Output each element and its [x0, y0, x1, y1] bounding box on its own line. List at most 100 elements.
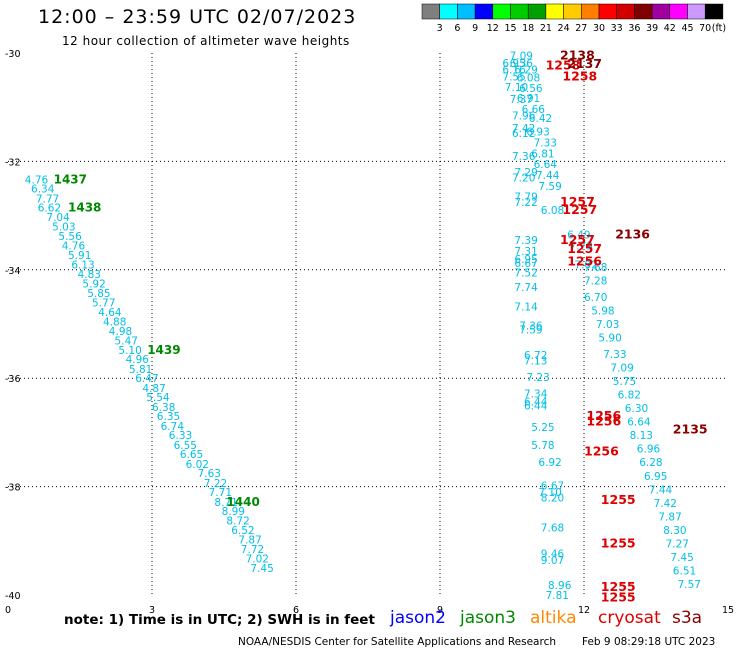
pass-time-label-cryosat: 1255 [601, 536, 636, 551]
pass-time-label-cryosat: 1255 [601, 590, 636, 605]
wave-height-label: 5.03 [52, 221, 75, 233]
wave-height-label: 4.98 [109, 326, 132, 338]
legend-tick-label: 15 [504, 23, 516, 34]
wave-height-label: 7.03 [596, 319, 619, 331]
legend-tick-label: 21 [540, 23, 552, 34]
wave-height-label: 6.47 [135, 373, 158, 385]
legend-swatch [598, 3, 617, 20]
legend-swatch [545, 3, 564, 20]
pass-time-label-cryosat: 1257 [560, 232, 595, 247]
wave-height-label: 7.39 [514, 235, 537, 247]
wave-height-label: 5.10 [118, 345, 141, 357]
wave-height-label: 7.10 [538, 487, 561, 499]
x-tick-label: 3 [149, 605, 155, 616]
wave-height-label: 7.33 [603, 349, 626, 361]
wave-height-label: 8.30 [663, 525, 686, 537]
legend-tick-label: 36 [628, 23, 640, 34]
wave-height-label: 6.34 [31, 184, 55, 196]
wave-height-label: 6.08 [517, 72, 540, 84]
wave-height-label: 5.91 [68, 250, 91, 262]
legend-tick-label: 45 [681, 23, 693, 34]
wave-height-label: 6.67 [514, 258, 537, 270]
satellite-s3a-label: s3a [672, 608, 703, 628]
wave-height-label: 7.02 [574, 259, 597, 271]
wave-height-label: 6.82 [618, 389, 641, 401]
pass-time-label-cryosat: 1257 [567, 241, 602, 256]
wave-height-label: 6.16 [502, 64, 526, 76]
wave-height-label: 8.72 [226, 516, 249, 528]
wave-height-label: 6.08 [541, 205, 564, 217]
wave-height-label: 7.22 [514, 197, 537, 209]
wave-height-label: 7.59 [538, 181, 561, 193]
satellite-cryosat-label: cryosat [598, 608, 661, 628]
wave-height-label: 7.44 [649, 484, 673, 496]
wave-height-label: 6.29 [514, 64, 537, 76]
pass-time-label-cryosat: 1256 [586, 414, 621, 429]
legend-tick-label: 39 [646, 23, 658, 34]
wave-height-label: 7.57 [678, 579, 701, 591]
pass-time-label-jason3: 1437 [54, 172, 87, 186]
wave-height-label: 7.10 [505, 82, 528, 94]
wave-height-label: 6.51 [673, 566, 696, 578]
legend-swatch [581, 3, 600, 20]
wave-height-label: 7.87 [658, 511, 681, 523]
legend-tick-label: 6 [454, 23, 460, 34]
legend-swatch [704, 3, 724, 20]
y-tick-label: -36 [5, 374, 21, 385]
wave-height-label: 6.64 [534, 159, 558, 171]
wave-height-label: 7.09 [610, 362, 633, 374]
chart-subtitle: 12 hour collection of altimeter wave hei… [62, 34, 350, 48]
wave-height-label: 4.76 [62, 240, 86, 252]
pass-time-label-cryosat: 1256 [586, 408, 621, 423]
legend-tick-label: 30 [593, 23, 605, 34]
wave-height-label: 7.14 [514, 302, 538, 314]
pass-time-label-cryosat: 1256 [584, 443, 619, 458]
wave-height-label: 7.96 [512, 110, 536, 122]
wave-height-label: 7.33 [534, 137, 557, 149]
pass-time-label-s3a: 2138 [560, 48, 595, 63]
wave-height-label: 7.27 [666, 539, 689, 551]
wave-height-label: 7.29 [514, 167, 537, 179]
wave-height-label: 6.62 [38, 202, 61, 214]
wave-height-label: 7.45 [670, 552, 693, 564]
legend-swatch [510, 3, 529, 20]
wave-height-label: 6.36 [510, 58, 534, 70]
y-tick-label: -40 [5, 591, 21, 602]
wave-height-label: 7.68 [584, 262, 607, 274]
legend-tick-label: 12 [487, 23, 499, 34]
pass-time-label-s3a: 2135 [673, 422, 708, 437]
x-tick-label: 0 [5, 605, 11, 616]
wave-height-label: 7.02 [246, 554, 269, 566]
wave-height-label: 6.44 [524, 400, 548, 412]
pass-time-label-cryosat: 1257 [560, 194, 595, 209]
wave-height-label: 5.25 [531, 422, 554, 434]
wave-height-label: 6.35 [157, 411, 180, 423]
wave-height-label: 6.65 [180, 449, 203, 461]
wave-height-label: 6.12 [512, 128, 535, 140]
wave-height-label: 7.45 [250, 563, 273, 575]
x-tick-label: 6 [293, 605, 299, 616]
pass-time-label-jason3: 1440 [226, 495, 259, 509]
legend-tick-label: 70 [699, 23, 711, 34]
pass-time-label-cryosat: 1255 [601, 492, 636, 507]
legend-swatch [474, 3, 494, 20]
wave-height-label: 7.44 [536, 170, 560, 182]
legend-swatch [421, 3, 440, 20]
legend-swatch [669, 3, 688, 20]
wave-height-label: 8.20 [541, 492, 564, 504]
wave-height-label: 7.42 [512, 123, 535, 135]
y-tick-label: -34 [5, 266, 21, 277]
legend-swatch [492, 3, 511, 20]
wave-height-label: 5.92 [82, 278, 105, 290]
legend-swatch [527, 3, 547, 20]
wave-height-label: 7.55 [502, 71, 525, 83]
wave-height-label: 9.46 [541, 548, 565, 560]
wave-height-label: 7.09 [510, 51, 533, 63]
wave-height-label: 5.78 [531, 440, 554, 452]
legend-swatch [687, 3, 706, 20]
wave-height-label: 7.20 [512, 173, 535, 185]
wave-height-label: 7.23 [526, 372, 549, 384]
legend-swatch [651, 3, 671, 20]
wave-height-label: 5.56 [58, 231, 82, 243]
